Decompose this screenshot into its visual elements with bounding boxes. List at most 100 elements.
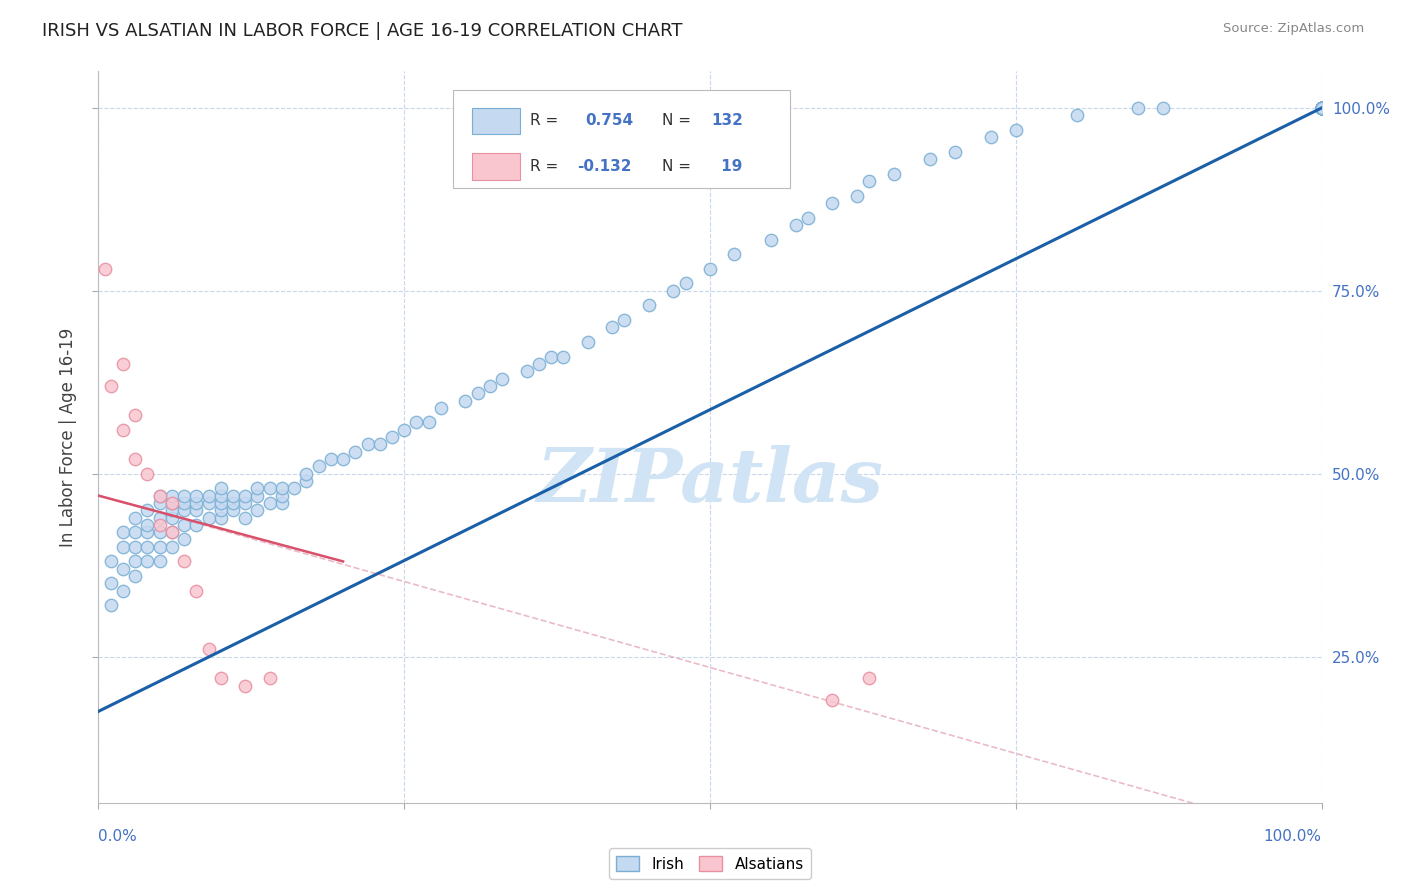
- Point: [1310, 101, 1333, 115]
- Point: [1310, 101, 1333, 115]
- Point: [1004, 123, 1026, 137]
- Point: [233, 489, 256, 503]
- Point: [405, 416, 427, 430]
- Point: [100, 576, 122, 591]
- Point: [295, 467, 318, 481]
- Point: [197, 496, 219, 510]
- Point: [209, 481, 232, 495]
- Point: [173, 489, 195, 503]
- Point: [1310, 101, 1333, 115]
- Point: [270, 481, 294, 495]
- Y-axis label: In Labor Force | Age 16-19: In Labor Force | Age 16-19: [59, 327, 77, 547]
- Point: [308, 459, 330, 474]
- Point: [149, 496, 172, 510]
- Text: 100.0%: 100.0%: [1264, 830, 1322, 844]
- Point: [197, 642, 219, 657]
- Point: [149, 517, 172, 532]
- Point: [270, 489, 294, 503]
- Point: [111, 540, 134, 554]
- Text: 19: 19: [716, 159, 742, 174]
- Point: [124, 554, 146, 568]
- Point: [662, 284, 685, 298]
- Point: [454, 393, 477, 408]
- Point: [478, 379, 501, 393]
- Point: [160, 510, 183, 524]
- Legend: Irish, Alsatians: Irish, Alsatians: [609, 848, 811, 880]
- Point: [553, 350, 575, 364]
- Point: [111, 583, 134, 598]
- Point: [1310, 101, 1333, 115]
- Point: [858, 672, 880, 686]
- Point: [124, 408, 146, 422]
- Point: [186, 489, 208, 503]
- Point: [149, 489, 172, 503]
- Text: Source: ZipAtlas.com: Source: ZipAtlas.com: [1223, 22, 1364, 36]
- Point: [1310, 101, 1333, 115]
- Point: [222, 496, 245, 510]
- Point: [160, 489, 183, 503]
- Point: [160, 496, 183, 510]
- Point: [173, 533, 195, 547]
- Point: [136, 517, 159, 532]
- Point: [723, 247, 745, 261]
- Point: [111, 357, 134, 371]
- Point: [173, 496, 195, 510]
- Point: [186, 583, 208, 598]
- Point: [160, 525, 183, 540]
- Point: [638, 298, 661, 312]
- Point: [1310, 101, 1333, 115]
- Point: [761, 233, 783, 247]
- Point: [149, 554, 172, 568]
- Point: [233, 679, 256, 693]
- Point: [259, 481, 281, 495]
- Point: [197, 510, 219, 524]
- Point: [1310, 101, 1333, 115]
- Point: [209, 672, 232, 686]
- Point: [1310, 101, 1333, 115]
- Point: [845, 188, 868, 202]
- Point: [1310, 101, 1333, 115]
- Point: [920, 152, 942, 166]
- Point: [186, 517, 208, 532]
- Point: [430, 401, 453, 415]
- Point: [821, 196, 844, 211]
- Point: [124, 510, 146, 524]
- Point: [1152, 101, 1174, 115]
- Point: [209, 503, 232, 517]
- Point: [1310, 101, 1333, 115]
- Point: [209, 496, 232, 510]
- Point: [197, 489, 219, 503]
- Point: [233, 496, 256, 510]
- Point: [111, 423, 134, 437]
- Point: [283, 481, 305, 495]
- Point: [1310, 101, 1333, 115]
- Text: 0.754: 0.754: [585, 113, 633, 128]
- Point: [1310, 101, 1333, 115]
- Point: [246, 489, 269, 503]
- Point: [344, 444, 367, 458]
- Text: -0.132: -0.132: [576, 159, 631, 174]
- Point: [136, 525, 159, 540]
- Point: [136, 467, 159, 481]
- Point: [1310, 101, 1333, 115]
- Point: [381, 430, 404, 444]
- Point: [883, 167, 905, 181]
- Point: [186, 503, 208, 517]
- Point: [233, 510, 256, 524]
- Point: [600, 320, 623, 334]
- Point: [100, 554, 122, 568]
- Point: [699, 261, 721, 276]
- Point: [124, 452, 146, 467]
- Point: [149, 525, 172, 540]
- Point: [259, 496, 281, 510]
- Point: [1310, 101, 1333, 115]
- Text: IRISH VS ALSATIAN IN LABOR FORCE | AGE 16-19 CORRELATION CHART: IRISH VS ALSATIAN IN LABOR FORCE | AGE 1…: [42, 22, 683, 40]
- Point: [1310, 101, 1333, 115]
- Point: [1310, 101, 1333, 115]
- Point: [613, 313, 636, 327]
- Point: [1310, 101, 1333, 115]
- Point: [295, 474, 318, 488]
- Point: [527, 357, 550, 371]
- Point: [797, 211, 820, 225]
- Point: [160, 525, 183, 540]
